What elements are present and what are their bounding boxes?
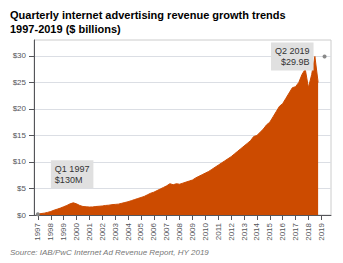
svg-text:Q1 1997: Q1 1997 — [55, 164, 90, 174]
svg-text:2014: 2014 — [252, 222, 261, 240]
svg-text:2015: 2015 — [265, 222, 274, 240]
svg-text:2017: 2017 — [291, 222, 300, 240]
svg-text:2012: 2012 — [227, 222, 236, 240]
svg-text:2010: 2010 — [201, 222, 210, 240]
svg-text:1997: 1997 — [33, 222, 42, 240]
svg-text:2003: 2003 — [111, 222, 120, 240]
svg-text:Quarterly internet advertising: Quarterly internet advertising revenue g… — [10, 9, 286, 21]
svg-text:$10: $10 — [13, 157, 27, 166]
svg-text:$5: $5 — [17, 184, 26, 193]
svg-text:2013: 2013 — [240, 222, 249, 240]
svg-text:2016: 2016 — [278, 222, 287, 240]
svg-text:$25: $25 — [13, 78, 27, 87]
svg-text:2009: 2009 — [188, 222, 197, 240]
svg-text:2007: 2007 — [162, 222, 171, 240]
svg-text:2000: 2000 — [72, 222, 81, 240]
svg-text:2019: 2019 — [317, 222, 326, 240]
svg-text:1998: 1998 — [46, 222, 55, 240]
svg-text:$0: $0 — [17, 211, 26, 220]
svg-text:2001: 2001 — [85, 222, 94, 240]
svg-text:1997-2019 ($ billions): 1997-2019 ($ billions) — [10, 23, 121, 35]
svg-text:1999: 1999 — [59, 222, 68, 240]
svg-text:$15: $15 — [13, 131, 27, 140]
svg-text:2004: 2004 — [124, 222, 133, 240]
svg-text:2008: 2008 — [175, 222, 184, 240]
svg-text:2018: 2018 — [304, 222, 313, 240]
svg-text:2011: 2011 — [214, 222, 223, 240]
svg-text:$20: $20 — [13, 104, 27, 113]
svg-text:$29.9B: $29.9B — [281, 57, 310, 67]
svg-text:$30: $30 — [13, 51, 27, 60]
svg-text:2006: 2006 — [149, 222, 158, 240]
svg-text:2005: 2005 — [136, 222, 145, 240]
svg-text:Source: IAB/PwC Internet Ad Re: Source: IAB/PwC Internet Ad Revenue Repo… — [10, 248, 209, 257]
svg-text:Q2 2019: Q2 2019 — [275, 46, 310, 56]
svg-text:$130M: $130M — [55, 175, 83, 185]
svg-text:2002: 2002 — [98, 222, 107, 240]
